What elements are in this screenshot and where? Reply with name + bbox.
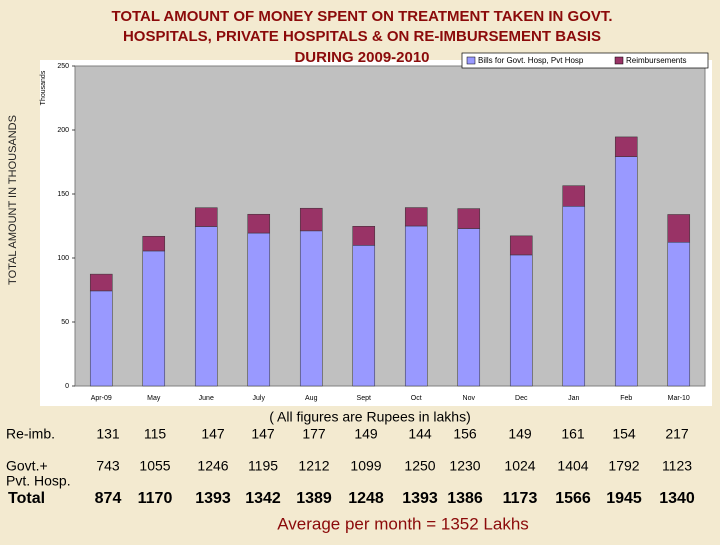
- cell: 177: [302, 426, 326, 442]
- bar-segment: [89, 290, 113, 387]
- x-tick-label: Sept: [357, 395, 371, 402]
- cell: 1393: [195, 490, 231, 507]
- y-axis-label: TOTAL AMOUNT IN THOUSANDS: [7, 115, 19, 285]
- cell: 1246: [197, 458, 228, 474]
- cell: 217: [665, 426, 689, 442]
- bar-segment: [404, 207, 428, 227]
- bar-segment: [562, 206, 586, 387]
- cell: 1123: [662, 458, 692, 474]
- bar-segment: [247, 232, 271, 387]
- x-tick-label: May: [147, 395, 161, 402]
- cell: 1250: [404, 458, 435, 474]
- legend-swatch: [466, 56, 476, 65]
- bar-segment: [509, 254, 533, 387]
- x-tick-label: June: [199, 395, 214, 402]
- bar-segment: [509, 235, 533, 256]
- row-label: Govt.+: [6, 458, 48, 474]
- cell: 144: [408, 426, 432, 442]
- bar-segment: [404, 225, 428, 387]
- cell: 743: [96, 458, 120, 474]
- bar-segment: [299, 207, 323, 232]
- cell: 131: [96, 426, 120, 442]
- plot-area: [74, 65, 706, 387]
- cell: 1173: [503, 490, 538, 507]
- cell: 1230: [449, 458, 480, 474]
- cell: 1566: [555, 490, 591, 507]
- x-tick-label: Apr-09: [91, 395, 112, 402]
- cell: 161: [561, 426, 585, 442]
- y-tick-label: 250: [57, 63, 69, 70]
- cell: 1792: [608, 458, 639, 474]
- cell: 1024: [504, 458, 535, 474]
- cell: 1404: [557, 458, 588, 474]
- cell: 149: [508, 426, 532, 442]
- legend: [461, 52, 709, 69]
- bar-segment: [457, 228, 481, 387]
- cell: 1170: [138, 490, 173, 507]
- legend-swatch: [614, 56, 624, 65]
- x-tick-label: Mar-10: [668, 395, 690, 402]
- y-tick-label: 150: [57, 191, 69, 198]
- cell: 149: [354, 426, 378, 442]
- cell: 1055: [139, 458, 170, 474]
- footer: Average per month = 1352 Lakhs: [277, 514, 529, 533]
- chart-title: HOSPITALS, PRIVATE HOSPITALS & ON RE-IMB…: [123, 28, 601, 45]
- bar-segment: [614, 156, 638, 387]
- cell: 1393: [402, 490, 438, 507]
- cell: 1386: [447, 490, 483, 507]
- row-label: Re-imb.: [6, 426, 55, 442]
- x-tick-label: July: [253, 395, 266, 402]
- cell: 115: [144, 426, 167, 442]
- x-tick-label: Nov: [463, 395, 476, 402]
- x-tick-label: Aug: [305, 395, 318, 402]
- legend-label: Bills for Govt. Hosp, Pvt Hosp: [478, 56, 584, 65]
- bar-segment: [614, 136, 638, 157]
- cell: 156: [453, 426, 477, 442]
- bar-segment: [562, 185, 586, 207]
- bar-segment: [352, 226, 376, 246]
- y-tick-label: 100: [57, 255, 69, 262]
- y-tick-label: 0: [65, 383, 69, 390]
- x-tick-label: Oct: [411, 395, 422, 402]
- x-tick-label: Jan: [568, 395, 579, 402]
- legend-label: Reimbursements: [626, 56, 686, 65]
- y-tick-label: 50: [61, 319, 69, 326]
- cell: 1342: [245, 490, 281, 507]
- table-note: ( All figures are Rupees in lakhs): [269, 409, 471, 425]
- bar-segment: [142, 250, 166, 387]
- x-tick-label: Feb: [620, 395, 632, 402]
- cell: 1099: [350, 458, 381, 474]
- cell: 1195: [248, 458, 278, 474]
- row-label: Total: [8, 490, 45, 507]
- row-label: Pvt. Hosp.: [6, 473, 71, 489]
- y-unit-label: Thousands: [40, 70, 47, 105]
- bar-segment: [457, 208, 481, 229]
- bar-segment: [247, 213, 271, 234]
- bar-segment: [299, 230, 323, 387]
- bar-segment: [352, 245, 376, 387]
- bar-segment: [194, 207, 218, 227]
- cell: 147: [201, 426, 225, 442]
- bar-segment: [667, 242, 691, 387]
- cell: 1340: [659, 490, 695, 507]
- bar-segment: [142, 235, 166, 252]
- chart-title: TOTAL AMOUNT OF MONEY SPENT ON TREATMENT…: [111, 8, 612, 25]
- cell: 1389: [296, 490, 332, 507]
- y-tick-label: 200: [57, 127, 69, 134]
- cell: 874: [95, 490, 122, 507]
- bar-segment: [89, 273, 113, 292]
- cell: 154: [612, 426, 636, 442]
- bar-segment: [194, 226, 218, 387]
- cell: 147: [251, 426, 275, 442]
- cell: 1248: [348, 490, 384, 507]
- cell: 1212: [298, 458, 329, 474]
- cell: 1945: [606, 490, 642, 507]
- bar-segment: [667, 214, 691, 243]
- chart-title: DURING 2009-2010: [294, 49, 429, 66]
- x-tick-label: Dec: [515, 395, 528, 402]
